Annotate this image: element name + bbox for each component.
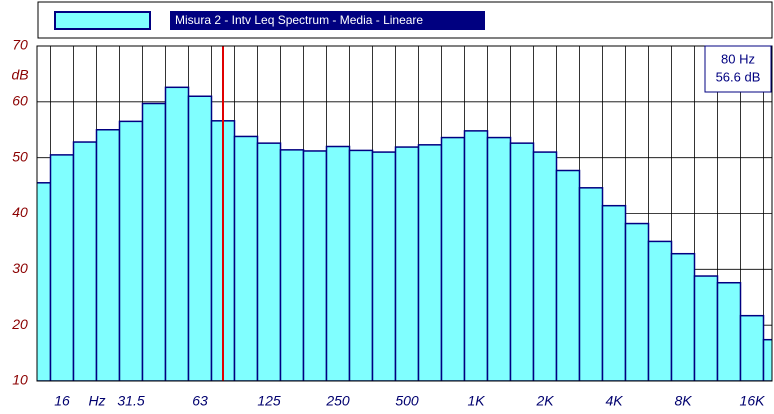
- bar: [187, 95, 213, 381]
- x-tick-label: 31.5: [117, 393, 144, 409]
- bar: [417, 144, 443, 381]
- bar: [302, 150, 328, 381]
- bar: [555, 169, 581, 381]
- legend-highlight: [170, 11, 485, 30]
- bar: [72, 141, 98, 381]
- bar: [394, 146, 420, 381]
- bar: [141, 102, 167, 381]
- x-unit: Hz: [88, 393, 105, 409]
- plot-border: [36, 45, 773, 382]
- bar: [670, 252, 696, 381]
- bar: [279, 149, 305, 381]
- bar: [509, 142, 535, 381]
- x-tick-label: 2K: [535, 393, 554, 409]
- x-tick-label: 4K: [605, 393, 623, 409]
- bar: [463, 130, 489, 381]
- bar: [164, 86, 190, 381]
- bar: [693, 275, 719, 381]
- cursor-freq: 80 Hz: [721, 51, 755, 66]
- bar: [440, 136, 466, 381]
- bar: [739, 314, 765, 381]
- x-tick-label: 16K: [740, 393, 766, 409]
- y-tick-label: 30: [12, 260, 28, 276]
- x-tick-label: 500: [395, 393, 419, 409]
- bar: [578, 187, 604, 381]
- y-tick-label: 60: [12, 93, 28, 109]
- bar: [601, 204, 627, 381]
- cursor-box: [704, 45, 772, 93]
- cursor-level: 56.6 dB: [716, 69, 761, 84]
- y-tick-label: 50: [12, 148, 28, 164]
- bar: [49, 154, 75, 381]
- bar: [371, 151, 397, 381]
- y-tick-label: 10: [12, 372, 28, 388]
- bar: [256, 142, 282, 381]
- legend-label: Misura 2 - Intv Leq Spectrum - Media - L…: [175, 13, 423, 27]
- bar: [624, 222, 650, 381]
- bar: [348, 149, 374, 381]
- x-tick-label: 125: [257, 393, 281, 409]
- bar: [486, 136, 512, 381]
- bar: [762, 338, 772, 381]
- bar: [95, 129, 121, 381]
- bar: [37, 182, 52, 381]
- y-unit: dB: [11, 67, 28, 83]
- bar: [532, 151, 558, 381]
- bar: [647, 240, 673, 381]
- bar: [118, 120, 144, 381]
- bar: [716, 281, 742, 381]
- x-tick-label: 1K: [467, 393, 485, 409]
- y-tick-label: 20: [11, 316, 28, 332]
- x-tick-label: 63: [192, 393, 208, 409]
- x-tick-label: 16: [54, 393, 70, 409]
- y-tick-label: 40: [12, 204, 28, 220]
- legend-swatch: [54, 11, 151, 30]
- y-tick-label: 70: [12, 37, 28, 53]
- x-tick-label: 8K: [674, 393, 692, 409]
- bar: [325, 145, 351, 381]
- bar: [233, 135, 259, 381]
- x-tick-label: 250: [325, 393, 350, 409]
